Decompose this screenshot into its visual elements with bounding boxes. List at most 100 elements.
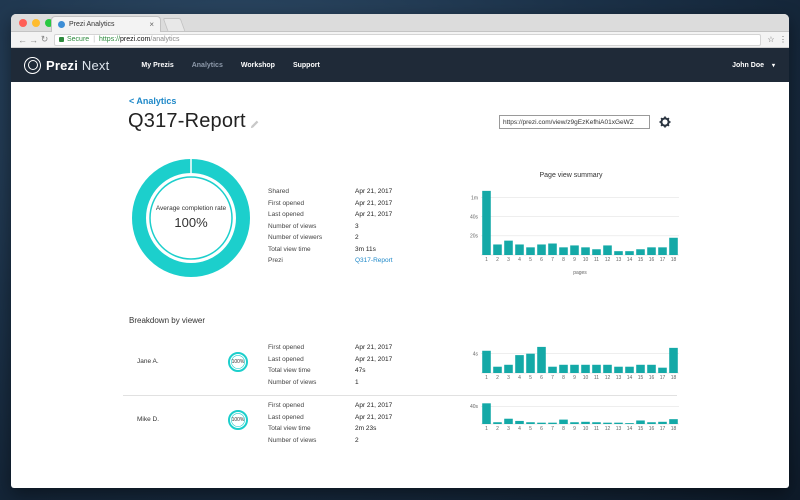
- back-arrow-icon[interactable]: ←: [18, 34, 27, 45]
- x-tick-label: 7: [551, 426, 554, 432]
- bar-page-5[interactable]: [526, 353, 535, 373]
- bar-page-17[interactable]: [658, 247, 667, 255]
- bar-page-1[interactable]: [482, 350, 491, 373]
- bar-page-8[interactable]: [559, 419, 568, 424]
- prezi-link[interactable]: Q317-Report: [355, 257, 393, 265]
- bar-page-16[interactable]: [647, 247, 656, 255]
- bar-page-11[interactable]: [592, 364, 601, 373]
- bar-page-7[interactable]: [548, 422, 557, 424]
- bar-page-3[interactable]: [504, 418, 513, 424]
- bar-page-17[interactable]: [658, 367, 667, 373]
- x-tick-label: 13: [616, 375, 622, 381]
- stat-label: Number of views: [268, 436, 317, 444]
- bar-page-7[interactable]: [548, 366, 557, 373]
- bar-page-6[interactable]: [537, 346, 546, 373]
- bar-page-15[interactable]: [636, 420, 645, 424]
- stat-row: Number of views 2: [268, 435, 392, 447]
- x-tick-label: 3: [507, 375, 510, 381]
- stat-row: First opened Apr 21, 2017: [268, 400, 392, 412]
- nav-analytics[interactable]: Analytics: [191, 61, 223, 69]
- bar-page-9[interactable]: [570, 364, 579, 373]
- forward-arrow-icon[interactable]: →: [29, 34, 38, 45]
- bar-page-9[interactable]: [570, 422, 579, 424]
- browser-tab[interactable]: Prezi Analytics ×: [51, 16, 161, 32]
- tab-close-icon[interactable]: ×: [149, 20, 154, 29]
- bar-page-7[interactable]: [548, 243, 557, 255]
- bar-page-14[interactable]: [625, 366, 634, 373]
- bar-page-13[interactable]: [614, 251, 623, 255]
- x-tick-label: 12: [605, 375, 611, 381]
- minimize-window-button[interactable]: [32, 19, 40, 27]
- donut-inner-ring: [149, 176, 233, 260]
- bookmark-star-icon[interactable]: ☆: [767, 35, 775, 44]
- bar-page-4[interactable]: [515, 355, 524, 373]
- bar-page-16[interactable]: [647, 364, 656, 373]
- app-logo[interactable]: Prezi Next: [46, 58, 109, 73]
- bar-page-11[interactable]: [592, 422, 601, 424]
- page-title: Q317-Report: [128, 110, 246, 132]
- bar-page-11[interactable]: [592, 249, 601, 255]
- bar-page-18[interactable]: [669, 347, 678, 373]
- bar-page-8[interactable]: [559, 364, 568, 373]
- maximize-window-button[interactable]: [45, 19, 53, 27]
- bar-page-6[interactable]: [537, 422, 546, 424]
- x-tick-label: 16: [649, 257, 655, 263]
- reload-icon[interactable]: ↻: [40, 34, 49, 44]
- bar-page-13[interactable]: [614, 366, 623, 373]
- analytics-content: < Analytics Q317-Report https://prezi.co…: [11, 82, 789, 472]
- x-tick-label: 14: [627, 426, 633, 432]
- bar-page-16[interactable]: [647, 422, 656, 424]
- stat-label: Shared: [268, 188, 289, 196]
- pencil-edit-icon[interactable]: [249, 119, 260, 130]
- bar-page-10[interactable]: [581, 247, 590, 255]
- nav-my-prezis[interactable]: My Prezis: [141, 61, 174, 69]
- prezi-logo-icon[interactable]: [24, 56, 41, 74]
- bar-page-4[interactable]: [515, 420, 524, 424]
- summary-stats: Shared Apr 21, 2017 First opened Apr 21, 20…: [268, 186, 393, 267]
- bar-page-18[interactable]: [669, 419, 678, 424]
- bar-page-15[interactable]: [636, 364, 645, 373]
- browser-menu-icon[interactable]: ⋮: [779, 35, 787, 44]
- bar-page-10[interactable]: [581, 364, 590, 373]
- bar-page-3[interactable]: [504, 364, 513, 373]
- bar-page-2[interactable]: [493, 422, 502, 424]
- bar-page-6[interactable]: [537, 244, 546, 255]
- address-bar[interactable]: Secure | https:// prezi.com /analytics: [54, 33, 761, 46]
- new-tab-button[interactable]: [162, 18, 186, 31]
- bar-page-1[interactable]: [482, 403, 491, 424]
- bar-page-18[interactable]: [669, 237, 678, 255]
- stat-row: First opened Apr 21, 2017: [268, 342, 392, 354]
- app-navbar: Prezi Next My Prezis Analytics Workshop …: [11, 48, 789, 82]
- bar-page-2[interactable]: [493, 244, 502, 255]
- share-url-field[interactable]: https://prezi.com/view/z9gEzKefhiA01xGeW…: [499, 115, 650, 129]
- bar-page-13[interactable]: [614, 422, 623, 424]
- bar-page-8[interactable]: [559, 247, 568, 255]
- nav-support[interactable]: Support: [292, 61, 320, 69]
- breakdown-title: Breakdown by viewer: [129, 316, 206, 325]
- bar-page-4[interactable]: [515, 244, 524, 255]
- bar-page-9[interactable]: [570, 245, 579, 255]
- back-to-analytics-link[interactable]: < Analytics: [129, 96, 177, 106]
- close-window-button[interactable]: [19, 19, 27, 27]
- bar-page-3[interactable]: [504, 240, 513, 255]
- bar-page-1[interactable]: [482, 190, 491, 255]
- bar-page-12[interactable]: [603, 422, 612, 424]
- bar-page-14[interactable]: [625, 251, 634, 255]
- user-menu[interactable]: John Doe ▾: [732, 62, 775, 69]
- bar-page-14[interactable]: [625, 423, 634, 424]
- x-tick-label: 10: [583, 257, 589, 263]
- bar-page-5[interactable]: [526, 422, 535, 424]
- bar-page-17[interactable]: [658, 421, 667, 424]
- x-tick-label: 14: [627, 375, 633, 381]
- bar-page-12[interactable]: [603, 364, 612, 373]
- x-tick-label: 18: [671, 426, 677, 432]
- bar-page-15[interactable]: [636, 249, 645, 255]
- bar-page-5[interactable]: [526, 247, 535, 255]
- bar-page-10[interactable]: [581, 421, 590, 424]
- x-tick-label: 15: [638, 375, 644, 381]
- bar-page-2[interactable]: [493, 366, 502, 373]
- gear-icon[interactable]: [659, 116, 671, 128]
- nav-workshop[interactable]: Workshop: [240, 61, 275, 69]
- bar-page-12[interactable]: [603, 245, 612, 255]
